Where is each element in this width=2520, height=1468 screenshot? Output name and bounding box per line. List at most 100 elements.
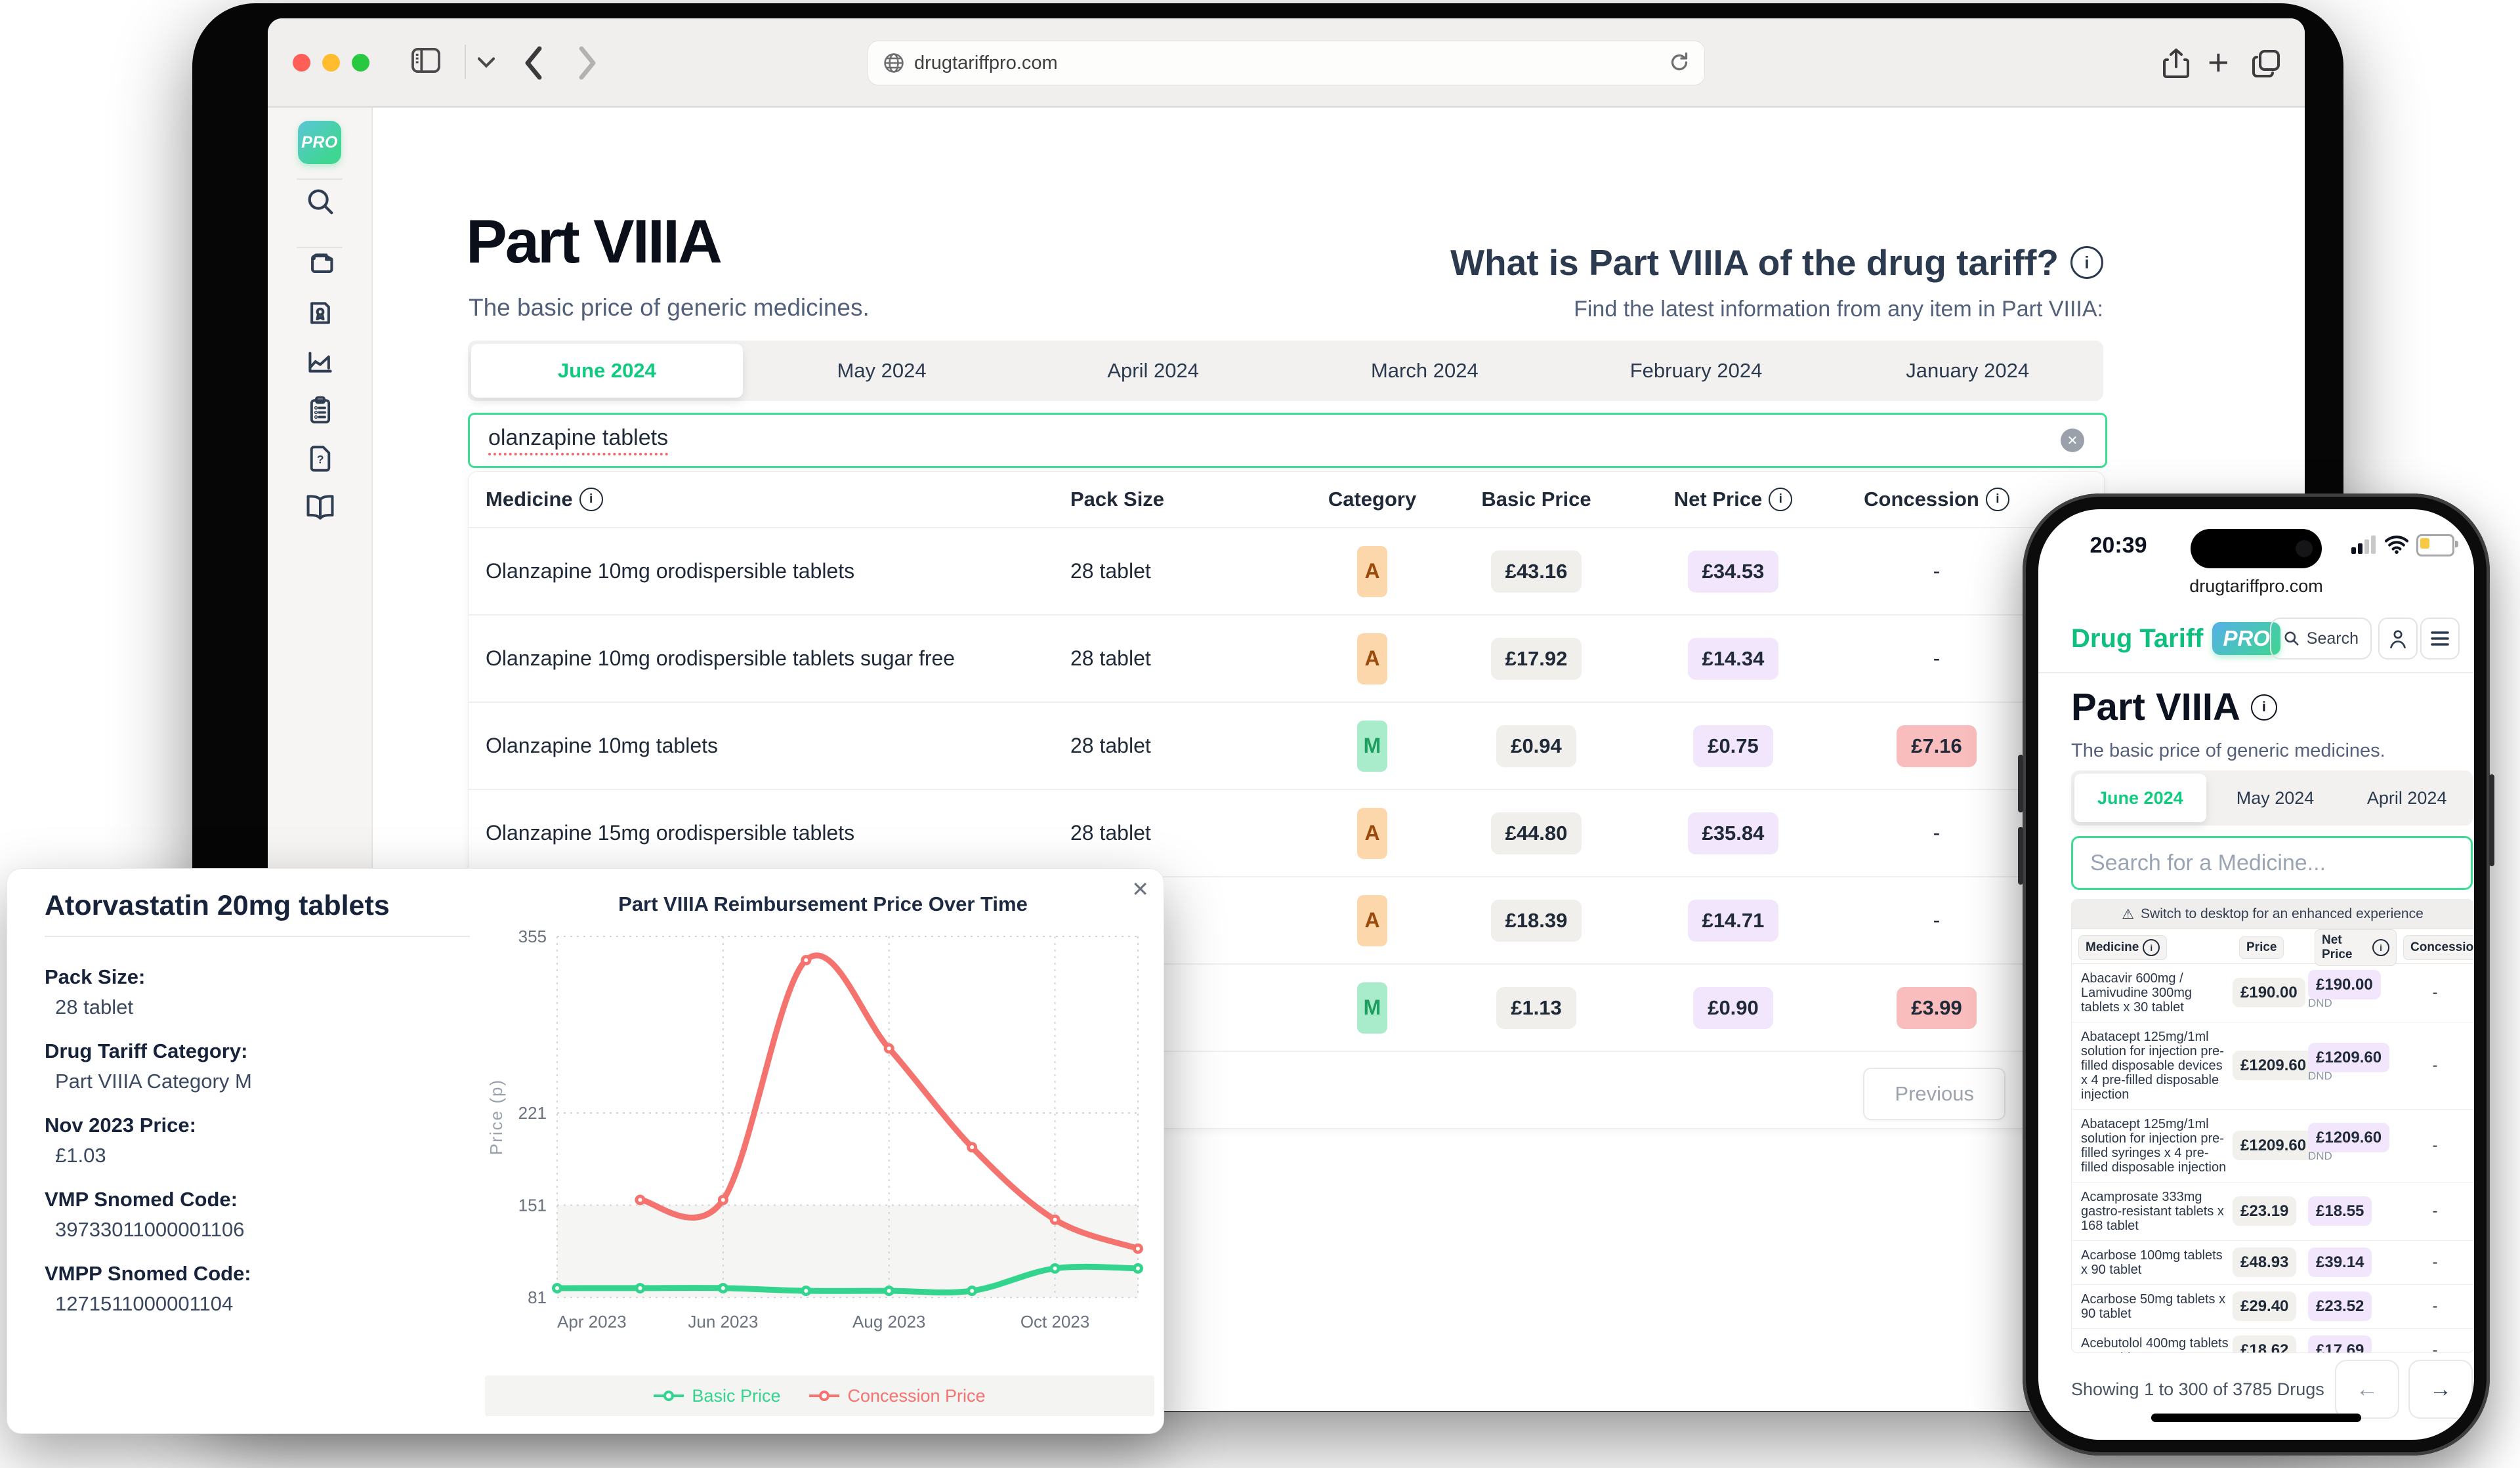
sidebar-item-search[interactable]: [305, 188, 335, 218]
sidebar-item-book[interactable]: [305, 493, 335, 524]
phone-column-header-net-price[interactable]: Net Price i: [2315, 929, 2397, 966]
phone-logo[interactable]: Drug Tariff PRO: [2071, 622, 2280, 655]
medicine-name: Abatacept 125mg/1ml solution for injecti…: [2081, 1030, 2224, 1102]
info-icon[interactable]: i: [2143, 939, 2160, 956]
status-time: 20:39: [2090, 533, 2147, 558]
phone-column-header-price[interactable]: Price: [2239, 936, 2284, 959]
minimize-window-button[interactable]: [322, 54, 340, 72]
zoom-window-button[interactable]: [352, 54, 369, 72]
price-badge: £1209.60: [2233, 1131, 2315, 1160]
wifi-icon: [2384, 534, 2410, 554]
concession-value: -: [1933, 821, 1941, 845]
clear-search-icon[interactable]: ✕: [2061, 429, 2084, 452]
faq-subheading: Find the latest information from any ite…: [1574, 297, 2103, 322]
phone-medicine-search-input[interactable]: Search for a Medicine...: [2071, 836, 2473, 890]
info-icon[interactable]: i: [2250, 694, 2277, 721]
medicine-name: Olanzapine 15mg orodispersible tablets: [486, 821, 855, 845]
sidebar-item-documents[interactable]: [305, 251, 335, 281]
close-window-button[interactable]: [293, 54, 310, 72]
phone-tab-may-2024[interactable]: May 2024: [2236, 787, 2315, 808]
table-row[interactable]: Olanzapine 10mg orodispersible tablets s…: [469, 614, 2104, 702]
phone-column-header-medicine[interactable]: Medicine i: [2078, 935, 2168, 960]
phone-table-row[interactable]: Abatacept 125mg/1ml solution for injecti…: [2072, 1110, 2473, 1183]
phone-table-row[interactable]: Acebutolol 400mg tablets x 28 tablet£18.…: [2072, 1329, 2473, 1353]
chart-icon: [305, 347, 335, 379]
price-badge: £23.19: [2233, 1196, 2297, 1226]
price-badge: £48.93: [2233, 1248, 2297, 1277]
previous-page-button[interactable]: Previous: [1863, 1068, 2006, 1120]
sidebar-item-help-doc[interactable]: ?: [305, 445, 335, 475]
column-header-pack[interactable]: Pack Size: [1070, 488, 1165, 511]
concession-value: -: [1933, 908, 1941, 932]
sidebar-item-clipboard[interactable]: [305, 396, 335, 427]
book-icon: [304, 493, 336, 524]
tab-april-2024[interactable]: April 2024: [1107, 359, 1199, 382]
concession-value: -: [2432, 1297, 2438, 1315]
table-row[interactable]: A £18.39 £14.71 -: [469, 876, 2104, 963]
legend-item[interactable]: Concession Price: [809, 1386, 986, 1406]
tab-february-2024[interactable]: February 2024: [1629, 359, 1763, 382]
svg-text:355: 355: [518, 927, 547, 946]
sidebar-toggle-icon[interactable]: [411, 47, 441, 77]
table-row[interactable]: Olanzapine 15mg orodispersible tablets 28…: [469, 789, 2104, 876]
column-header-basic[interactable]: Basic Price: [1481, 488, 1591, 511]
medicine-name: Olanzapine 10mg orodispersible tablets: [486, 559, 855, 583]
phone-table-row[interactable]: Abatacept 125mg/1ml solution for injecti…: [2072, 1022, 2473, 1110]
info-icon[interactable]: i: [2070, 246, 2103, 279]
medicine-search-input[interactable]: olanzapine tablets ✕: [468, 413, 2107, 468]
info-icon[interactable]: i: [1985, 488, 2009, 511]
home-indicator[interactable]: [2151, 1414, 2361, 1422]
previous-page-button[interactable]: ←: [2335, 1360, 2399, 1419]
sidebar-item-chart[interactable]: [305, 348, 335, 378]
sidebar-item-certificate[interactable]: [305, 299, 335, 329]
desktop-notice: ⚠ Switch to desktop for an enhanced expe…: [2072, 900, 2473, 929]
column-header-net[interactable]: Net Price i: [1674, 488, 1793, 511]
close-icon[interactable]: ✕: [1131, 877, 1149, 901]
svg-text:151: 151: [518, 1195, 547, 1215]
phone-table-row[interactable]: Acarbose 100mg tablets x 90 tablet £48.93…: [2072, 1241, 2473, 1285]
page-title: Part VIIIA: [466, 207, 723, 276]
column-header-medicine[interactable]: Medicine i: [469, 488, 1070, 511]
info-icon[interactable]: i: [579, 488, 603, 511]
phone-table-row[interactable]: Acarbose 50mg tablets x 90 tablet £29.40 £…: [2072, 1285, 2473, 1329]
chevron-down-icon[interactable]: [477, 56, 495, 72]
new-tab-icon[interactable]: +: [2208, 41, 2229, 83]
tab-january-2024[interactable]: January 2024: [1906, 359, 2030, 382]
search-placeholder: Search for a Medicine...: [2090, 850, 2326, 875]
phone-table-row[interactable]: Abacavir 600mg / Lamivudine 300mg tablet…: [2072, 964, 2473, 1022]
table-row[interactable]: Olanzapine 10mg tablets 28 tablet M £0.94 £0…: [469, 702, 2104, 789]
tabs-overview-icon[interactable]: [2251, 49, 2281, 82]
menu-button[interactable]: [2420, 618, 2460, 660]
column-header-concession[interactable]: Concession i: [1864, 488, 2009, 511]
tab-june-2024[interactable]: June 2024: [471, 344, 743, 398]
forward-icon[interactable]: [576, 45, 598, 85]
info-icon[interactable]: i: [2372, 939, 2389, 956]
column-header-category[interactable]: Category: [1328, 488, 1417, 511]
address-bar[interactable]: drugtariffpro.com: [868, 41, 1705, 85]
share-icon[interactable]: [2162, 47, 2191, 83]
net-price-badge: £23.52: [2308, 1291, 2372, 1321]
phone-tab-april-2024[interactable]: April 2024: [2366, 787, 2447, 808]
info-icon[interactable]: i: [1769, 488, 1793, 511]
phone-search-button[interactable]: Search: [2269, 618, 2372, 660]
phone-tab-june-2024[interactable]: June 2024: [2074, 774, 2206, 822]
tab-may-2024[interactable]: May 2024: [837, 359, 927, 382]
account-button[interactable]: [2378, 618, 2418, 660]
pro-logo[interactable]: PRO: [298, 121, 341, 164]
category-badge: M: [1357, 982, 1387, 1034]
phone-pagination: Showing 1 to 300 of 3785 Drugs ← →: [2071, 1360, 2473, 1419]
chart-title: Part VIIIA Reimbursement Price Over Time: [618, 892, 1028, 915]
reload-icon[interactable]: [1668, 51, 1691, 79]
legend-item[interactable]: Basic Price: [654, 1386, 780, 1406]
tab-march-2024[interactable]: March 2024: [1370, 359, 1479, 382]
globe-icon: [883, 52, 905, 74]
table-row[interactable]: Olanzapine 10mg orodispersible tablets 28…: [469, 527, 2104, 614]
battery-icon: [2416, 534, 2458, 556]
table-row[interactable]: M £1.13 £0.90 £3.99: [469, 963, 2104, 1051]
next-page-button[interactable]: →: [2408, 1360, 2473, 1419]
net-price-badge: £17.69: [2308, 1335, 2372, 1353]
phone-table-row[interactable]: Acamprosate 333mg gastro-resistant table…: [2072, 1183, 2473, 1241]
back-icon[interactable]: [522, 45, 545, 85]
field-label: VMP Snomed Code:: [45, 1188, 238, 1211]
